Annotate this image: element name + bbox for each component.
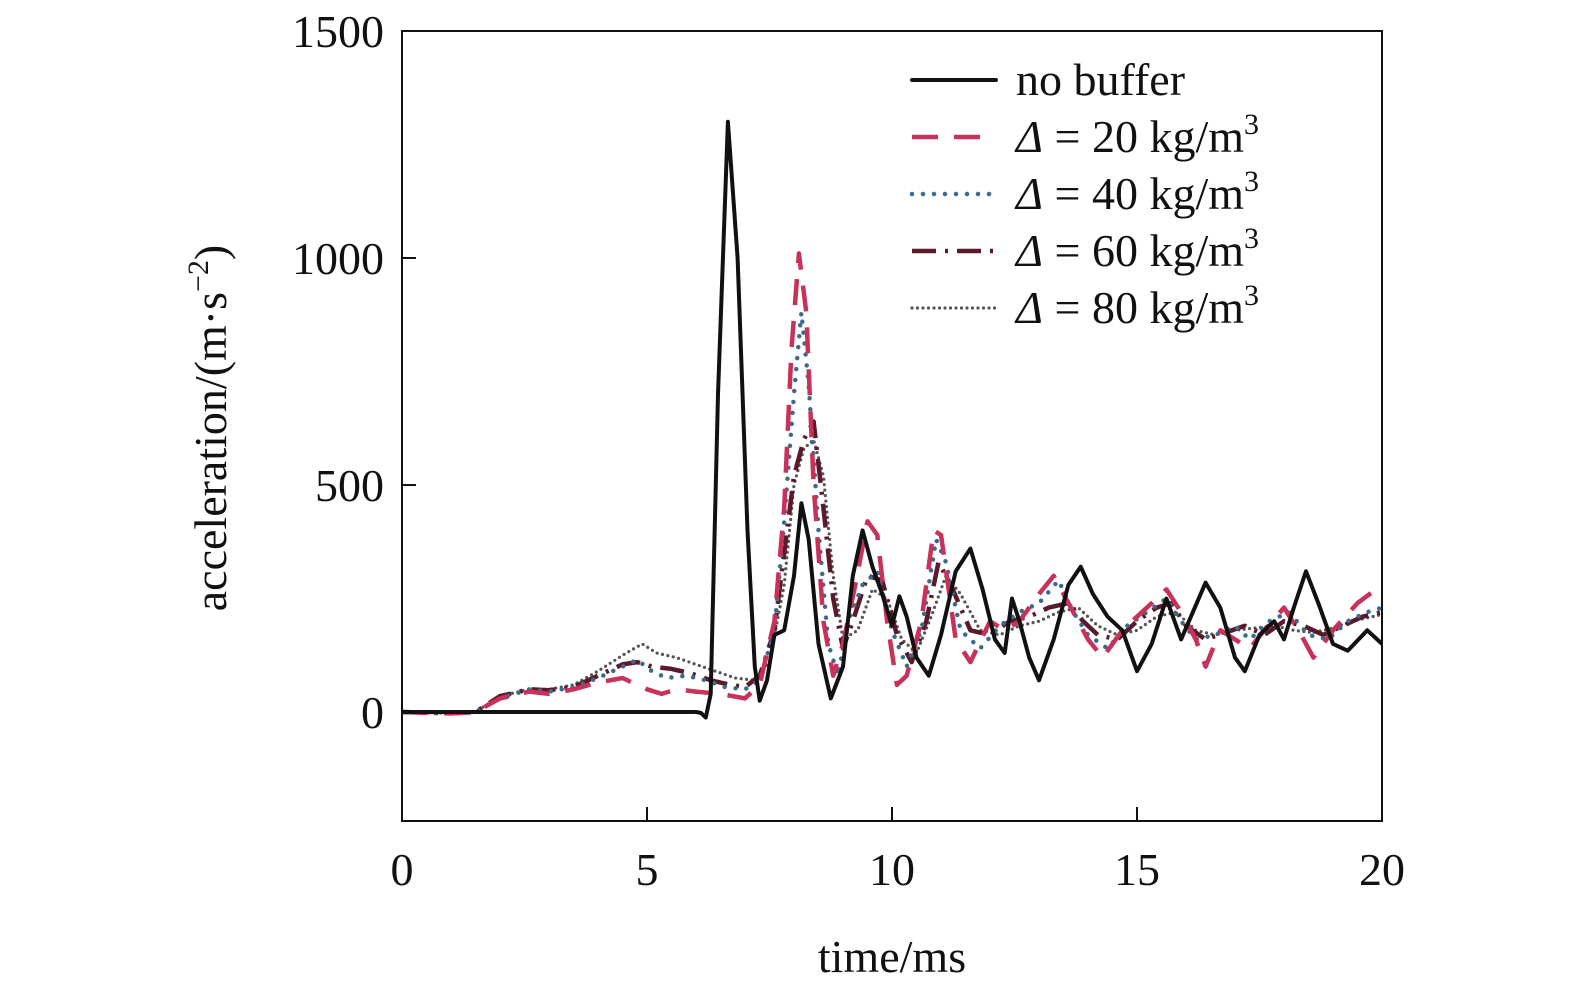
y-axis-label-text: acceleration/(m·s	[185, 292, 236, 611]
legend-label-4: Δ = 80 kg/m3	[1014, 279, 1259, 333]
series-line-3	[402, 419, 1382, 716]
series-line-0	[402, 119, 1382, 720]
x-tick-label: 0	[391, 844, 414, 895]
y-tick-label: 1500	[292, 6, 384, 57]
legend-label-3: Δ = 60 kg/m3	[1014, 222, 1259, 276]
x-tick-label: 20	[1359, 844, 1405, 895]
series-line-4	[402, 438, 1382, 715]
x-tick-label: 10	[869, 844, 915, 895]
series-line-2	[402, 310, 1382, 716]
y-tick-label: 1000	[292, 233, 384, 284]
legend-label-0: no buffer	[1016, 54, 1185, 105]
x-tick-label: 5	[636, 844, 659, 895]
tick-layer: 0 5 10 15 20 0 500 1000 1500	[292, 6, 1405, 895]
y-axis-label: acceleration/(m·s−2)	[182, 245, 236, 612]
x-tick-label: 15	[1114, 844, 1160, 895]
y-tick-label: 0	[361, 687, 384, 738]
x-axis-label: time/ms	[818, 931, 966, 982]
y-axis-label-sup: −2	[182, 260, 215, 292]
y-tick-label: 500	[315, 460, 384, 511]
legend-label-1: Δ = 20 kg/m3	[1014, 108, 1259, 162]
series-line-1	[402, 251, 1382, 716]
series-layer	[402, 119, 1382, 720]
legend-label-2: Δ = 40 kg/m3	[1014, 165, 1259, 219]
svg-text:acceleration/(m·s−2): acceleration/(m·s−2)	[182, 245, 236, 612]
y-axis-label-close: )	[185, 245, 236, 260]
